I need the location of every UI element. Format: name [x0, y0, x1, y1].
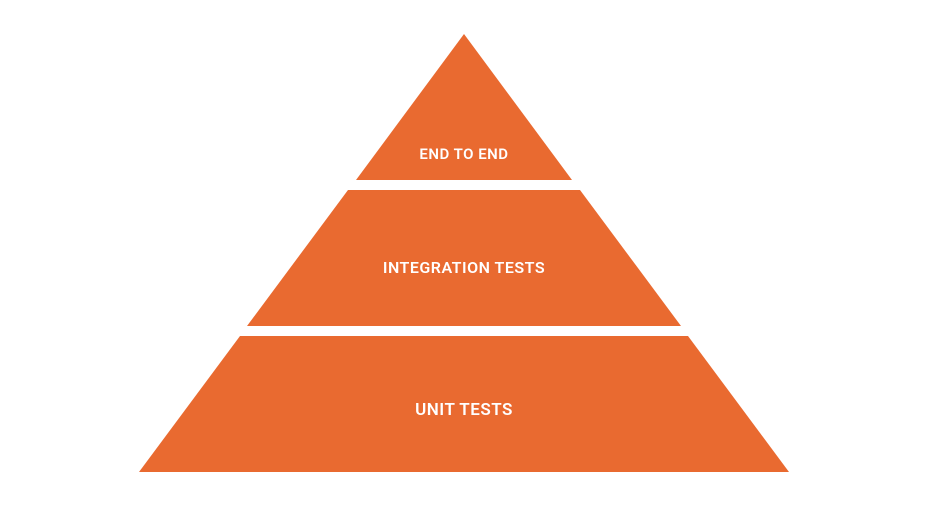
pyramid-layer-top-label: END TO END — [419, 145, 508, 163]
pyramid-layer-middle-label: INTEGRATION TESTS — [383, 258, 545, 277]
pyramid-layer-bottom-label: UNIT TESTS — [415, 400, 513, 420]
pyramid-layer-middle: INTEGRATION TESTS — [247, 190, 681, 326]
pyramid-layer-bottom: UNIT TESTS — [139, 336, 789, 472]
pyramid-layer-top: END TO END — [356, 34, 572, 180]
testing-pyramid: END TO END INTEGRATION TESTS UNIT TESTS — [0, 0, 928, 509]
